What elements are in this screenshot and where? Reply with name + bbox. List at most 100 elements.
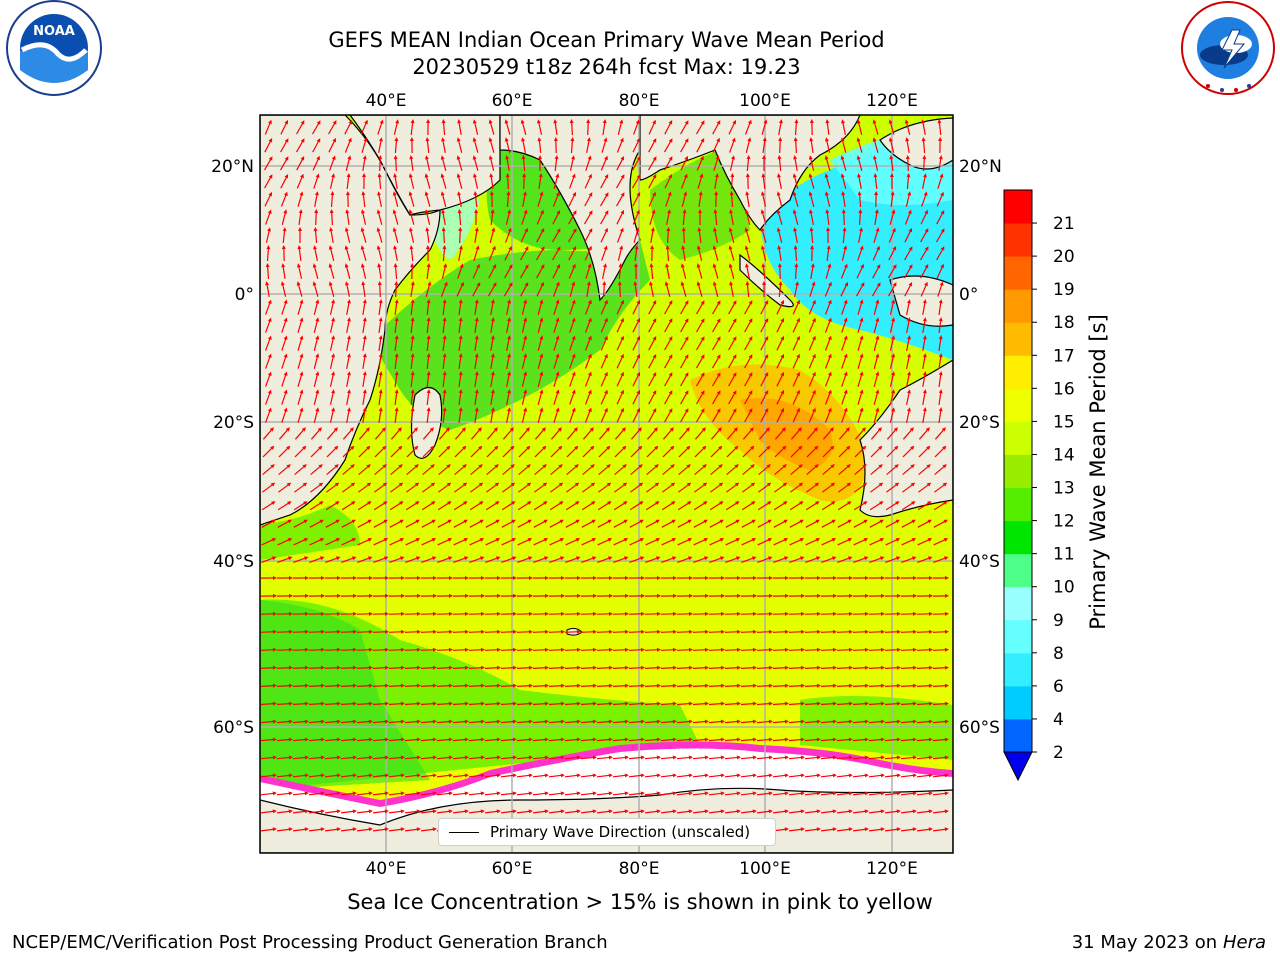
wave-arrow-head — [751, 501, 756, 505]
wave-arrow-head — [336, 611, 341, 616]
period-region-green-arabian — [370, 240, 650, 430]
wave-arrow-head — [625, 576, 629, 580]
wave-arrow-head — [684, 318, 689, 323]
wave-arrow — [468, 649, 484, 651]
wave-arrow-head — [768, 737, 773, 742]
wave-arrow-head — [496, 611, 501, 616]
wave-arrow — [584, 409, 592, 423]
wave-arrow — [632, 409, 640, 423]
wave-arrow-head — [556, 210, 561, 215]
wave-arrow — [857, 157, 863, 171]
wave-arrow — [724, 774, 740, 778]
wave-arrow-head — [543, 501, 548, 505]
wave-arrow — [854, 446, 866, 458]
colorbar-swatch — [1004, 685, 1032, 720]
wave-arrow — [410, 337, 414, 351]
wave-arrow — [534, 446, 546, 458]
wave-arrow-head — [442, 371, 447, 376]
wave-arrow-head — [848, 665, 853, 670]
wave-arrow-head — [415, 538, 421, 542]
wave-arrow-head — [764, 408, 769, 413]
wave-arrow — [532, 774, 548, 778]
wave-arrow-head — [635, 227, 640, 232]
wave-arrow — [532, 631, 548, 633]
wave-arrow-head — [875, 317, 880, 322]
wave-arrow — [777, 211, 783, 225]
wave-arrow — [568, 211, 576, 225]
wave-arrow-head — [432, 629, 437, 634]
wave-arrow — [341, 520, 355, 528]
wave-arrow — [906, 408, 910, 424]
wave-arrow — [378, 391, 382, 405]
wave-arrow-head — [830, 482, 836, 487]
wave-arrow-head — [925, 427, 930, 432]
wave-arrow — [361, 265, 367, 279]
wave-arrow-head — [859, 245, 864, 250]
wave-arrow — [631, 175, 641, 189]
wave-arrow-head — [538, 155, 542, 159]
wave-arrow — [837, 538, 851, 546]
wave-arrow — [356, 756, 372, 760]
wave-arrow — [922, 390, 926, 406]
wave-arrow-head — [624, 755, 629, 760]
wave-arrow — [660, 649, 676, 651]
wave-arrow-head — [269, 427, 274, 432]
wave-arrow — [276, 702, 292, 706]
wave-arrow-head — [928, 647, 933, 652]
wave-arrow — [792, 391, 800, 405]
wave-arrow — [581, 810, 595, 814]
wave-arrow — [901, 810, 915, 814]
wave-arrow — [887, 265, 897, 279]
wave-arrow-head — [928, 791, 933, 796]
wave-arrow — [534, 483, 546, 493]
wave-arrow-head — [728, 227, 733, 232]
wave-arrow-head — [368, 647, 373, 652]
wave-arrow-head — [313, 245, 317, 250]
wave-arrow — [261, 557, 275, 563]
chart-title: GEFS MEAN Indian Ocean Primary Wave Mean… — [328, 28, 885, 52]
wave-arrow — [279, 157, 289, 171]
lon-tick-top: 40°E — [366, 91, 407, 111]
wave-arrow-head — [652, 174, 657, 179]
wave-arrow-head — [299, 407, 304, 412]
wave-arrow-head — [572, 228, 577, 233]
wave-arrow — [548, 649, 564, 651]
wave-arrow — [522, 192, 526, 208]
wave-arrow — [600, 319, 608, 333]
wave-arrow-head — [672, 629, 677, 634]
wave-arrow — [388, 649, 404, 651]
wave-arrow — [788, 667, 804, 669]
colorbar-swatch — [1004, 256, 1032, 290]
wave-arrow — [825, 265, 831, 279]
wave-arrow — [728, 319, 736, 333]
wave-arrow — [472, 265, 480, 279]
wave-arrow-head — [938, 155, 943, 160]
wave-arrow — [596, 685, 612, 687]
wave-arrow-head — [800, 611, 805, 616]
wave-arrow-head — [608, 683, 613, 688]
wave-arrow — [520, 229, 528, 243]
wave-arrow — [276, 756, 292, 760]
wave-arrow — [470, 483, 482, 493]
wave-arrow-head — [447, 501, 452, 505]
wave-arrow-head — [320, 791, 325, 796]
wave-arrow-head — [767, 501, 772, 505]
wave-arrow-head — [922, 371, 927, 376]
wave-arrow — [693, 501, 707, 511]
wave-arrow — [329, 319, 335, 333]
wave-arrow — [938, 355, 942, 369]
wave-arrow-head — [553, 137, 558, 142]
wave-arrow — [552, 247, 560, 261]
wave-arrow — [628, 631, 644, 633]
wave-arrow-head — [591, 519, 596, 524]
wave-arrow — [629, 538, 643, 546]
wave-arrow — [697, 283, 703, 297]
wave-arrow — [261, 520, 275, 528]
wave-arrow-head — [859, 299, 864, 304]
wave-arrow — [808, 301, 816, 315]
wave-arrow-head — [336, 701, 341, 706]
wave-arrow-head — [603, 137, 608, 142]
wave-arrow — [629, 520, 643, 528]
wave-arrow — [612, 738, 628, 742]
wave-arrow-head — [782, 445, 787, 450]
